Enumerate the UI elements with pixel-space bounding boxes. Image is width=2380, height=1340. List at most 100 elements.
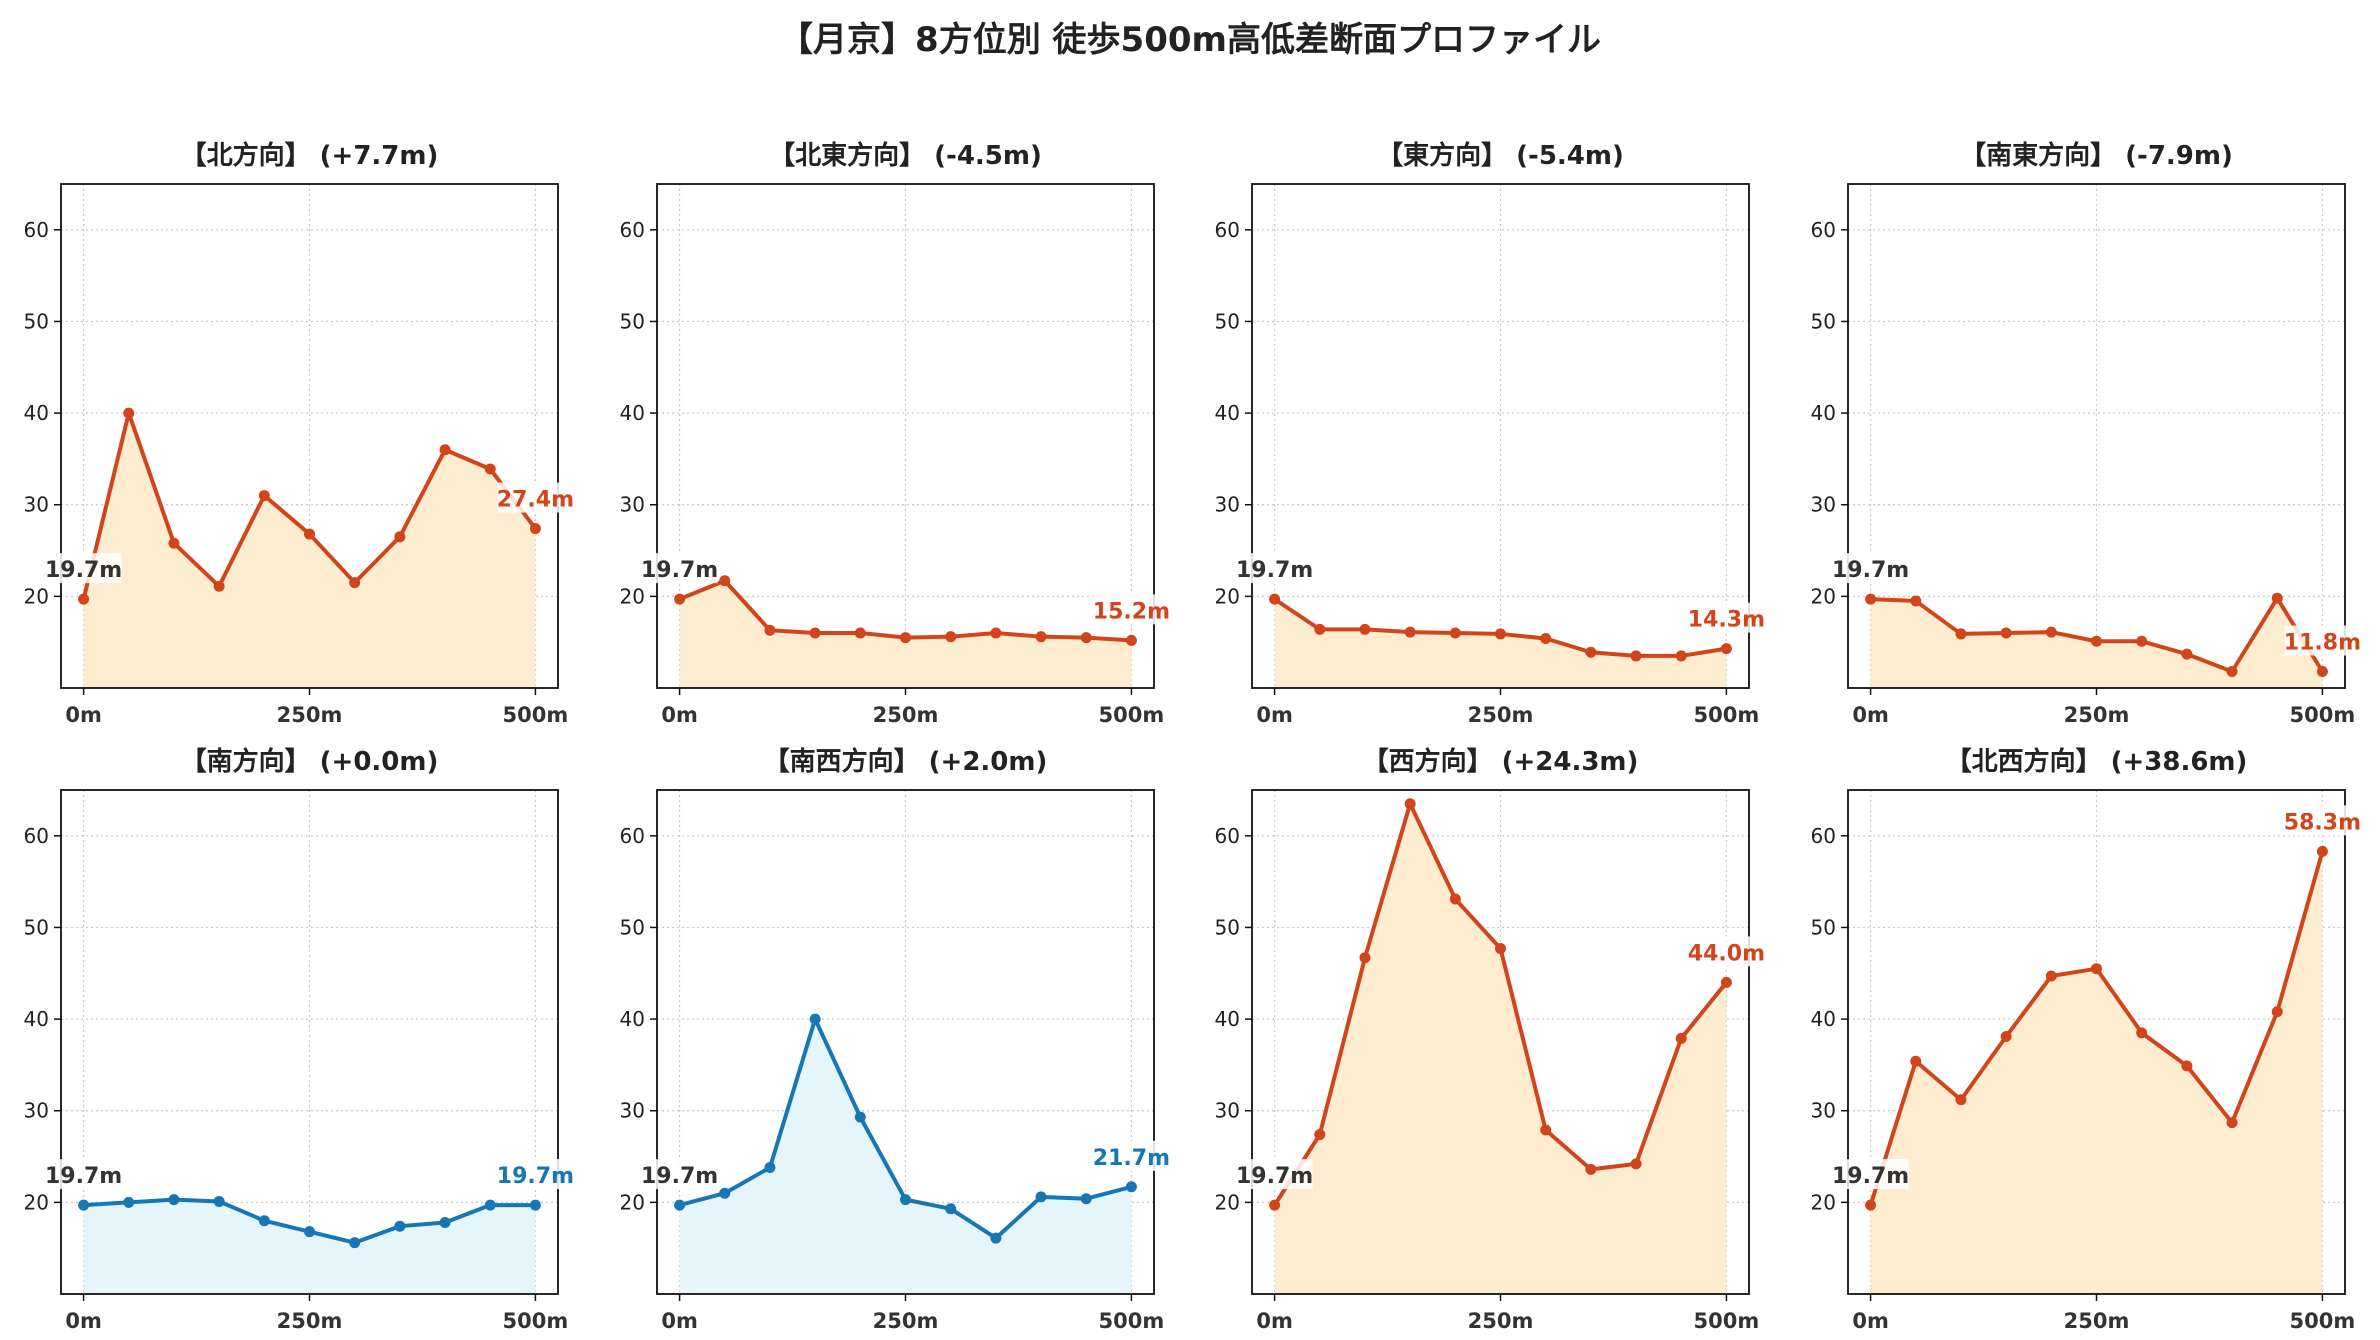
y-tick-label: 60 <box>620 824 645 848</box>
elevation-point <box>1269 1199 1281 1211</box>
elevation-point <box>349 577 361 589</box>
end-elevation-label: 27.4m <box>497 488 574 513</box>
elevation-point <box>990 627 1002 639</box>
elevation-point <box>1080 1193 1092 1205</box>
elevation-point <box>719 575 731 587</box>
end-label-box <box>1093 594 1170 625</box>
elevation-point <box>1910 1055 1922 1067</box>
elevation-point <box>394 1220 406 1232</box>
elevation-point <box>1630 1158 1642 1170</box>
start-label-box <box>641 553 718 584</box>
x-tick-label: 0m <box>1256 703 1293 727</box>
y-tick-label: 20 <box>24 584 49 608</box>
y-tick-label: 30 <box>620 1099 645 1123</box>
y-tick-label: 30 <box>1811 493 1836 517</box>
elevation-point <box>258 1215 270 1227</box>
elevation-point <box>304 1226 315 1238</box>
y-tick-label: 60 <box>1811 824 1836 848</box>
x-tick-label: 0m <box>1852 1309 1889 1333</box>
x-tick-label: 500m <box>503 1309 569 1333</box>
elevation-point <box>123 1196 135 1208</box>
y-tick-label: 50 <box>1811 915 1836 939</box>
elevation-area <box>679 1019 1132 1294</box>
elevation-point <box>2181 1060 2193 1072</box>
elevation-point <box>1540 1124 1552 1136</box>
elevation-point <box>764 1162 776 1174</box>
elevation-area <box>1274 803 1727 1294</box>
elevation-point <box>1910 595 1922 607</box>
y-tick-label: 30 <box>1215 493 1240 517</box>
y-tick-label: 50 <box>24 915 49 939</box>
x-tick-label: 500m <box>1099 703 1165 727</box>
elevation-point <box>1675 650 1687 662</box>
end-label-box <box>2284 805 2361 836</box>
x-tick-label: 0m <box>1256 1309 1293 1333</box>
x-tick-label: 500m <box>2290 1309 2356 1333</box>
y-tick-label: 50 <box>24 309 49 333</box>
elevation-point <box>1269 593 1281 605</box>
y-tick-label: 20 <box>620 1190 645 1214</box>
y-tick-label: 40 <box>24 401 49 425</box>
elevation-point <box>2000 627 2012 639</box>
elevation-point <box>674 1199 686 1211</box>
x-tick-label: 250m <box>873 703 939 727</box>
y-tick-label: 20 <box>1215 584 1240 608</box>
elevation-point <box>439 1217 451 1229</box>
profile-panel: 【南方向】 (+0.0m) 20 30 40 50 60 0m 250m 500m 19.7m 19… <box>24 746 574 1333</box>
y-tick-label: 40 <box>1811 1007 1836 1031</box>
elevation-point <box>2271 592 2283 604</box>
elevation-point <box>2136 635 2148 647</box>
y-tick-label: 20 <box>24 1190 49 1214</box>
x-tick-label: 250m <box>873 1309 939 1333</box>
elevation-point <box>1955 628 1967 640</box>
elevation-point <box>168 1194 180 1206</box>
end-elevation-label: 15.2m <box>1093 599 1170 624</box>
profile-panel: 【北西方向】 (+38.6m) 20 30 40 50 60 0m 250m 500m 19.7m… <box>1811 746 2361 1333</box>
elevation-point <box>2045 626 2057 638</box>
elevation-point <box>2226 666 2238 678</box>
elevation-point <box>2226 1117 2238 1129</box>
y-tick-label: 60 <box>1215 824 1240 848</box>
profile-panel: 【北東方向】 (-4.5m) 20 30 40 50 60 0m 250m 500m 19.7m 1… <box>620 140 1170 727</box>
elevation-point <box>2091 635 2102 647</box>
elevation-point <box>1125 1181 1137 1193</box>
x-tick-label: 500m <box>503 703 569 727</box>
start-label-box <box>45 1159 122 1190</box>
end-label-box <box>1688 602 1765 633</box>
elevation-point <box>1080 632 1092 644</box>
panel-title: 【北方向】 (+7.7m) <box>181 140 439 171</box>
panel-title: 【西方向】 (+24.3m) <box>1363 746 1639 777</box>
elevation-point <box>1404 626 1416 638</box>
start-elevation-label: 19.7m <box>45 1164 122 1189</box>
elevation-point <box>900 1194 911 1206</box>
panel-title: 【南東方向】 (-7.9m) <box>1960 140 2233 171</box>
end-elevation-label: 19.7m <box>497 1164 574 1189</box>
elevation-point <box>1865 1199 1877 1211</box>
profile-panel: 【東方向】 (-5.4m) 20 30 40 50 60 0m 250m 500m 19.7m 14… <box>1215 140 1765 727</box>
elevation-point <box>674 593 686 605</box>
elevation-point <box>529 1199 541 1211</box>
start-elevation-label: 19.7m <box>641 1164 718 1189</box>
elevation-area <box>83 1199 536 1294</box>
x-tick-label: 250m <box>1468 1309 1534 1333</box>
end-elevation-label: 11.8m <box>2284 631 2361 656</box>
y-tick-label: 40 <box>620 1007 645 1031</box>
elevation-area <box>1870 851 2323 1294</box>
profile-panel: 【南東方向】 (-7.9m) 20 30 40 50 60 0m 250m 500m 19.7m 1… <box>1811 140 2361 727</box>
y-tick-label: 60 <box>620 218 645 242</box>
start-elevation-label: 19.7m <box>1236 558 1313 583</box>
panel-title: 【南方向】 (+0.0m) <box>181 746 439 777</box>
x-tick-label: 0m <box>65 703 102 727</box>
elevation-point <box>394 531 406 543</box>
end-elevation-label: 21.7m <box>1093 1146 1170 1171</box>
start-elevation-label: 19.7m <box>45 558 122 583</box>
elevation-point <box>2316 666 2328 678</box>
y-tick-label: 20 <box>1811 584 1836 608</box>
start-label-box <box>1832 553 1909 584</box>
start-elevation-label: 19.7m <box>1832 558 1909 583</box>
elevation-point <box>2045 970 2057 982</box>
y-tick-label: 50 <box>620 309 645 333</box>
y-tick-label: 60 <box>24 824 49 848</box>
elevation-point <box>1035 1191 1047 1203</box>
elevation-point <box>2136 1027 2148 1039</box>
